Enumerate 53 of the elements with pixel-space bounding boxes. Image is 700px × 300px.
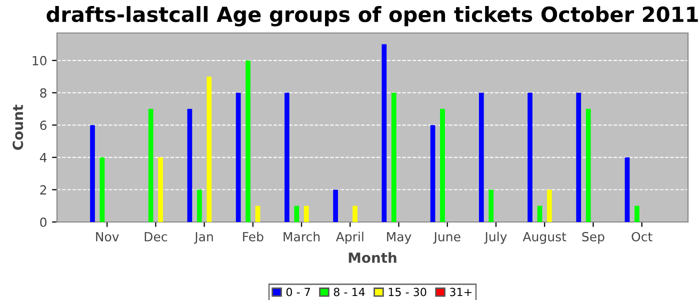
- y-tick-label: 10: [32, 56, 46, 66]
- bar: [547, 190, 552, 222]
- bar: [430, 125, 436, 222]
- legend-label: 15 - 30: [388, 288, 426, 296]
- x-tick-label: Sep: [582, 232, 604, 244]
- legend-label: 0 - 7: [286, 288, 310, 296]
- bar: [246, 60, 250, 222]
- y-tick-label: 8: [40, 88, 46, 98]
- bar: [528, 92, 532, 222]
- bar: [236, 92, 241, 222]
- bar: [624, 157, 630, 222]
- bar: [333, 190, 338, 222]
- x-axis-title: Month: [348, 252, 396, 263]
- bar: [537, 206, 542, 222]
- bar: [294, 206, 300, 222]
- x-tick-label: August: [522, 232, 566, 244]
- bar: [488, 190, 494, 222]
- y-tick-label: 0: [40, 217, 46, 227]
- x-tick-label: Oct: [632, 232, 652, 242]
- bar: [304, 206, 309, 222]
- chart-title: drafts-lastcall Age groups of open tickets October 2011: [46, 6, 698, 26]
- x-tick-label: April: [336, 232, 364, 244]
- x-tick-label: March: [284, 232, 320, 242]
- x-tick-label: Dec: [144, 232, 168, 242]
- bar: [197, 190, 202, 222]
- x-tick-label: July: [484, 232, 507, 244]
- x-tick-label: Jan: [194, 232, 213, 244]
- legend-label: 31+: [450, 288, 472, 296]
- x-tick-label: Nov: [96, 232, 119, 242]
- bar: [440, 108, 445, 222]
- bar: [634, 206, 640, 222]
- bar: [255, 206, 260, 222]
- bar: [158, 157, 163, 222]
- bar: [586, 108, 591, 222]
- y-tick-label: 4: [40, 153, 47, 162]
- bar: [206, 76, 212, 222]
- x-tick-label: June: [433, 232, 460, 244]
- bar: [148, 108, 154, 222]
- y-tick-label: 2: [40, 185, 46, 194]
- x-tick-label: May: [387, 232, 412, 244]
- bar: [352, 206, 358, 222]
- y-tick-label: 6: [40, 120, 46, 130]
- bar: [187, 108, 192, 222]
- bar: [391, 92, 396, 222]
- bar: [284, 92, 290, 222]
- bar: [90, 125, 95, 222]
- y-axis-title: Count: [12, 104, 24, 150]
- bar: [576, 92, 582, 222]
- legend-label: 8 - 14: [334, 288, 365, 296]
- x-tick-label: Feb: [243, 232, 264, 242]
- bar: [382, 44, 387, 222]
- bar: [100, 157, 105, 222]
- bar: [478, 92, 484, 222]
